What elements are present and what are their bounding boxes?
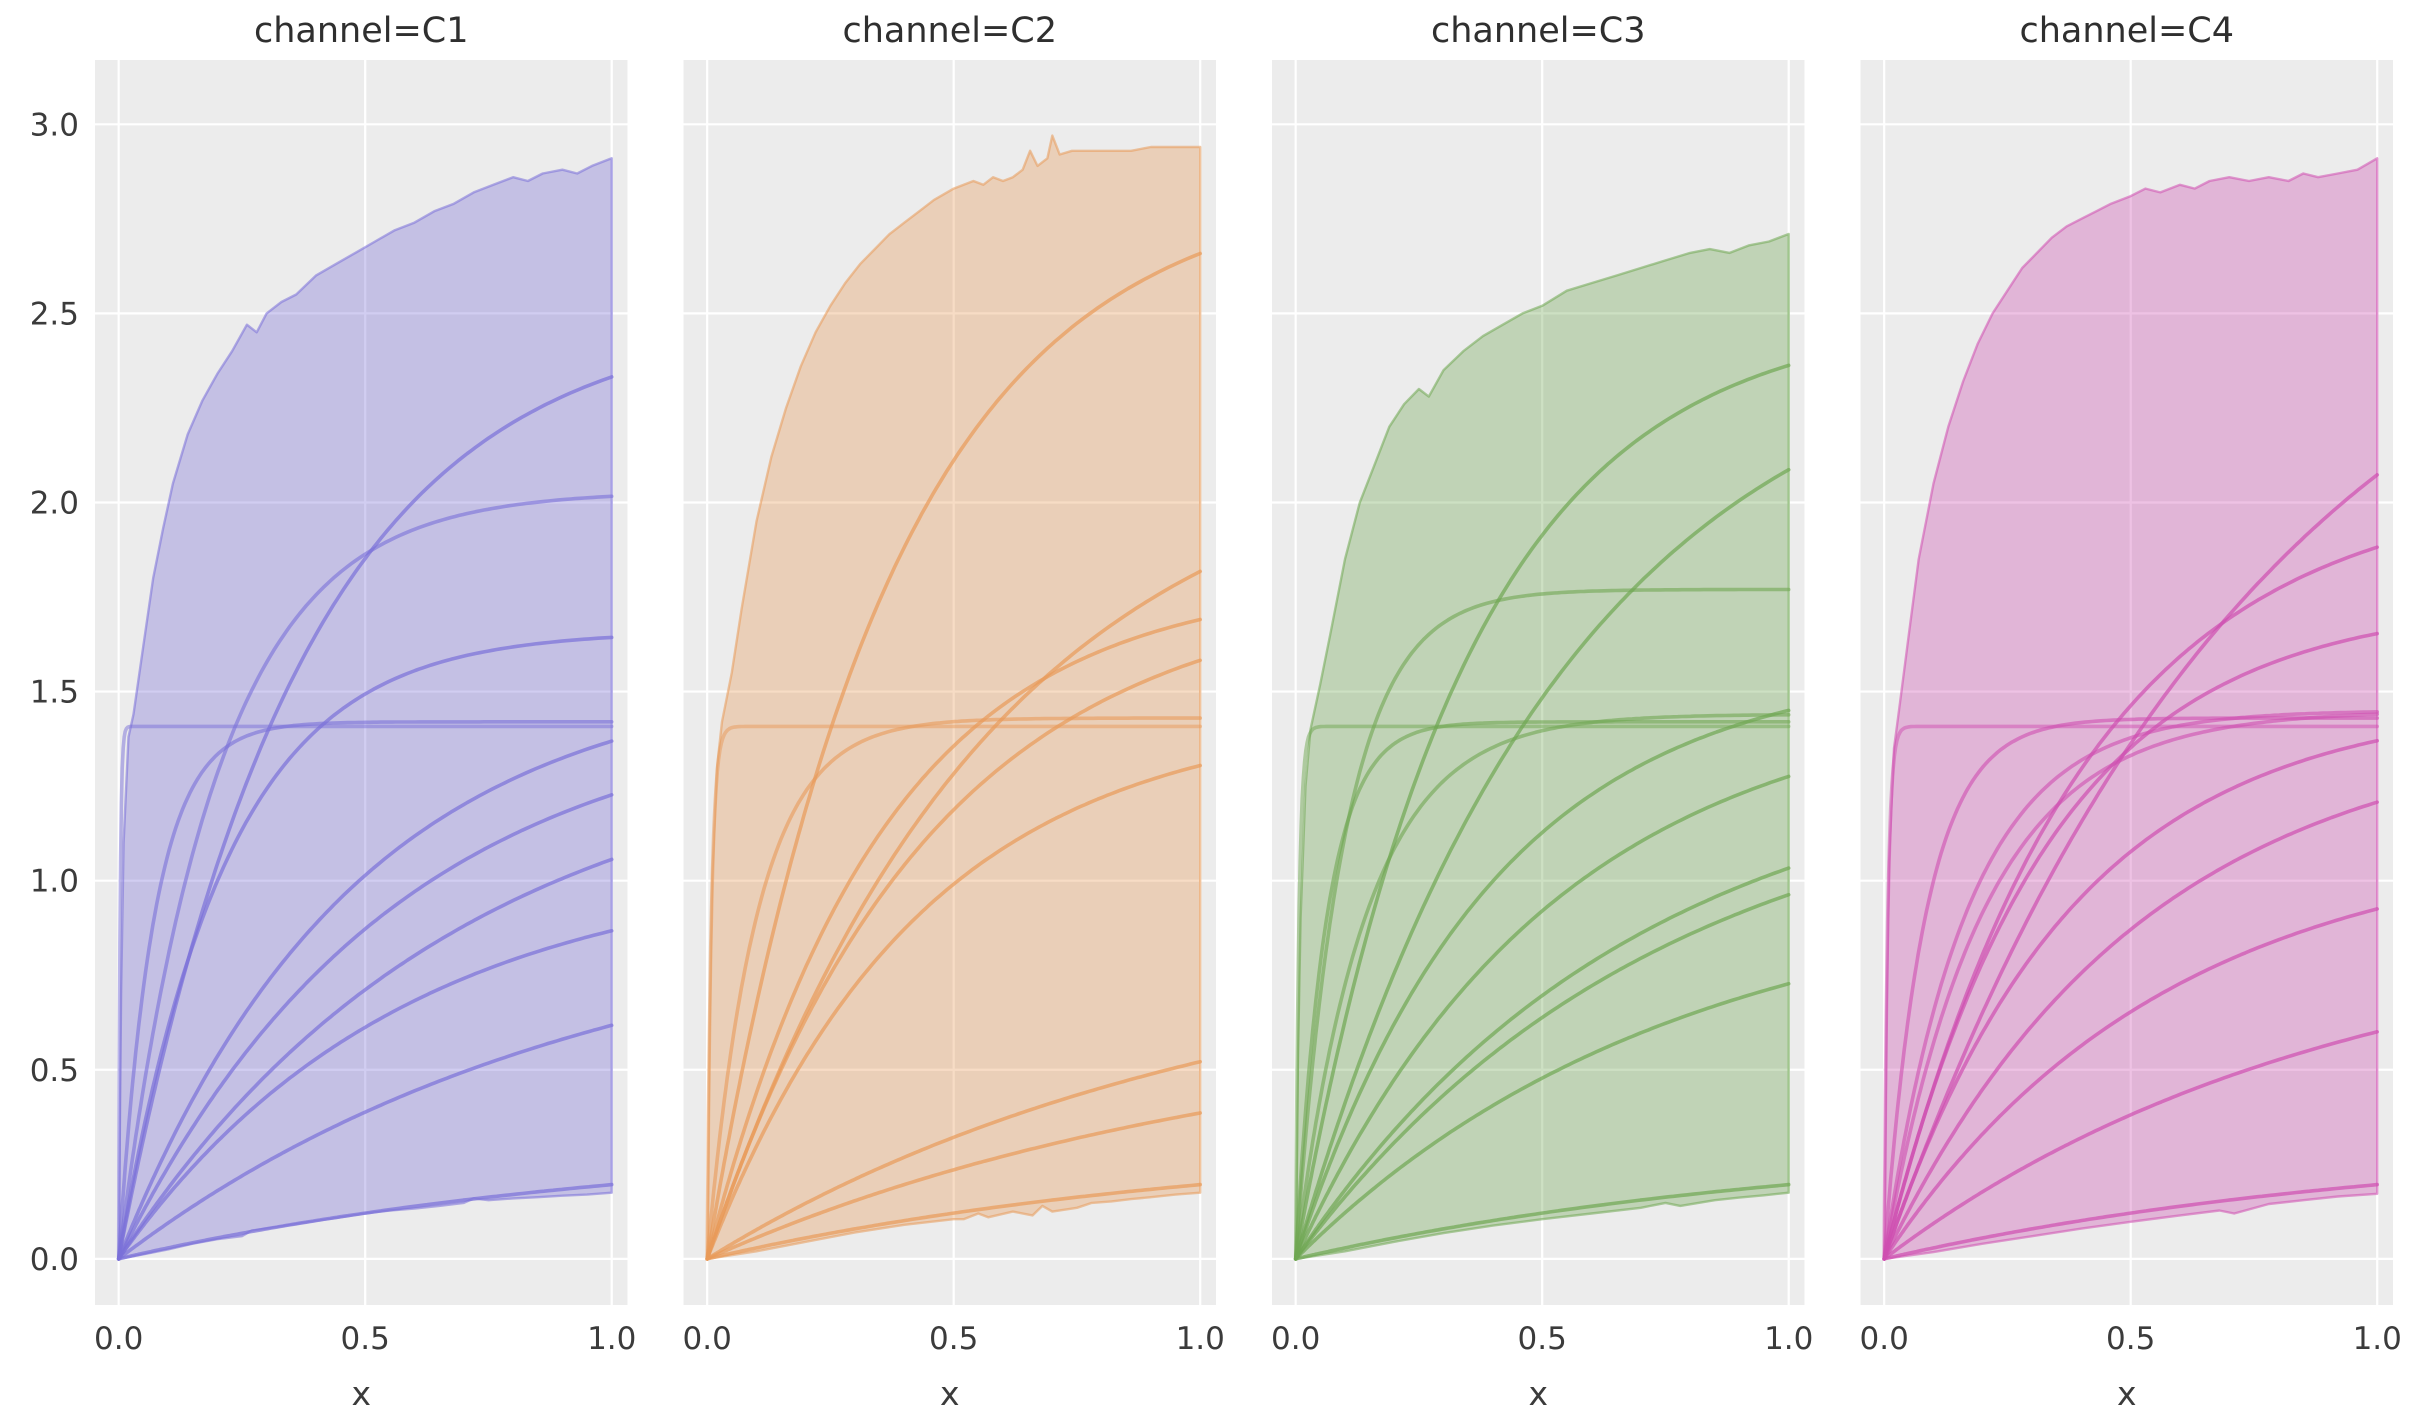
unit-curve <box>705 763 1202 1261</box>
unit-curve <box>116 793 614 1261</box>
x-tick-label: 0.0 <box>1271 1321 1320 1357</box>
unit-curve <box>116 1182 614 1261</box>
facet-panel-C1: channel=C1 0.0 0.5 1.0 x <box>94 11 636 1413</box>
unit-curve <box>1882 800 2379 1261</box>
facet-panel-C2: channel=C2 0.0 0.5 1.0 x <box>683 11 1225 1413</box>
unit-curve <box>1293 892 1791 1261</box>
x-axis-label: x <box>940 1374 960 1413</box>
unit-curve <box>705 1182 1202 1261</box>
unit-curve <box>116 857 614 1261</box>
unit-curve <box>1882 631 2379 1261</box>
panel-background <box>1272 60 1805 1305</box>
unit-curve <box>1293 724 1791 1261</box>
unit-curve <box>116 494 614 1261</box>
facet-title: channel=C2 <box>842 11 1057 51</box>
y-tick-label: 2.0 <box>30 485 79 521</box>
y-tick-label: 3.0 <box>30 107 79 143</box>
x-tick-label: 1.0 <box>587 1321 636 1357</box>
unit-curve <box>116 1023 614 1261</box>
unit-curve <box>116 739 614 1261</box>
facet-title: channel=C4 <box>2019 11 2234 51</box>
facet-title: channel=C1 <box>254 11 469 51</box>
x-axis-label: x <box>351 1374 371 1413</box>
unit-curve <box>1293 866 1791 1261</box>
unit-curve <box>1293 1182 1791 1261</box>
plot-data-layer <box>116 157 614 1261</box>
minmax-band <box>706 134 1202 1261</box>
unit-curve <box>705 658 1202 1261</box>
unit-curve <box>1882 738 2379 1261</box>
unit-curve <box>116 720 614 1261</box>
unit-curve <box>705 716 1202 1261</box>
x-tick-label: 1.0 <box>2353 1321 2402 1357</box>
unit-curve <box>705 251 1202 1261</box>
plot-data-layer <box>1293 232 1791 1261</box>
unit-curve <box>1293 713 1791 1261</box>
unit-curve <box>1293 708 1791 1261</box>
minmax-band <box>1294 232 1790 1261</box>
unit-curve <box>1293 981 1791 1261</box>
unit-curve <box>1882 1182 2379 1261</box>
unit-curve <box>705 1111 1202 1261</box>
x-tick-label: 1.0 <box>1176 1321 1225 1357</box>
y-tick-label: 2.5 <box>30 296 79 332</box>
unit-curve <box>1882 1030 2379 1261</box>
unit-curve <box>1882 907 2379 1261</box>
x-tick-label: 0.0 <box>683 1321 732 1357</box>
y-tick-label: 1.0 <box>30 864 79 900</box>
unit-curve <box>705 617 1202 1261</box>
x-tick-label: 0.5 <box>929 1321 978 1357</box>
x-tick-label: 0.5 <box>2106 1321 2155 1357</box>
plot-data-layer <box>1882 157 2379 1261</box>
unit-curve <box>1293 774 1791 1261</box>
panel-background <box>95 60 628 1305</box>
plot-data-layer <box>705 134 1202 1261</box>
x-tick-label: 0.0 <box>1860 1321 1909 1357</box>
unit-curve <box>1293 467 1791 1261</box>
unit-curve <box>1882 712 2379 1261</box>
facet-panel-C4: channel=C4 0.0 0.5 1.0 x <box>1860 11 2402 1413</box>
y-tick-label: 0.0 <box>30 1242 79 1278</box>
unit-curve <box>1882 710 2379 1261</box>
x-tick-label: 1.0 <box>1764 1321 1813 1357</box>
unit-curve <box>705 1059 1202 1261</box>
unit-curve <box>116 929 614 1261</box>
x-tick-label: 0.0 <box>94 1321 143 1357</box>
panel-background <box>683 60 1216 1305</box>
facet-title: channel=C3 <box>1431 11 1646 51</box>
minmax-band <box>1883 157 2379 1261</box>
y-tick-label: 1.5 <box>30 675 79 711</box>
y-tick-label: 0.5 <box>30 1053 79 1089</box>
unit-curve <box>1882 716 2379 1261</box>
unit-curve <box>1293 363 1791 1261</box>
x-tick-label: 0.5 <box>1518 1321 1567 1357</box>
x-tick-label: 0.5 <box>341 1321 390 1357</box>
unit-curve <box>705 724 1202 1261</box>
facet-panel-C3: channel=C3 0.0 0.5 1.0 x <box>1271 11 1813 1413</box>
unit-curve <box>116 375 614 1261</box>
unit-curve <box>116 635 614 1261</box>
unit-curve <box>1293 720 1791 1261</box>
x-axis-label: x <box>1528 1374 1548 1413</box>
unit-curve <box>1293 587 1791 1261</box>
x-axis-label: x <box>2117 1374 2137 1413</box>
